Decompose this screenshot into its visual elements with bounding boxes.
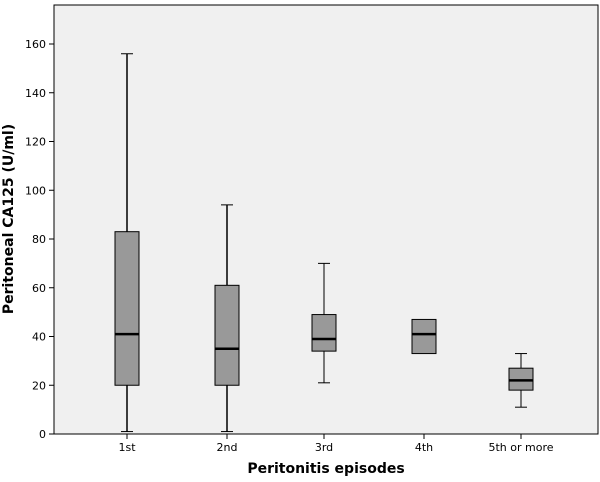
y-tick-label: 40 [32, 331, 46, 344]
y-tick-label: 100 [25, 184, 46, 197]
box-4 [411, 318, 437, 355]
x-tick-label: 5th or more [488, 441, 553, 454]
y-tick-label: 80 [32, 233, 46, 246]
box-3 [311, 262, 337, 384]
y-axis-title: Peritoneal CA125 (U/ml) [1, 124, 17, 314]
box-1 [114, 53, 140, 433]
x-tick-label: 1st [118, 441, 136, 454]
iqr-box [114, 231, 140, 386]
iqr-box [311, 314, 337, 352]
y-tick-label: 140 [25, 87, 46, 100]
y-tick-label: 160 [25, 38, 46, 51]
box-series [114, 53, 534, 433]
y-tick-label: 0 [39, 428, 46, 441]
y-tick-label: 60 [32, 282, 46, 295]
iqr-box [214, 284, 240, 386]
iqr-box [411, 318, 437, 355]
x-tick-label: 3rd [315, 441, 333, 454]
y-axis: 0 20 40 60 80 100 120 140 160 [25, 38, 54, 441]
x-tick-label: 2nd [217, 441, 238, 454]
y-tick-label: 120 [25, 136, 46, 149]
box-2 [214, 204, 240, 433]
y-tick-label: 20 [32, 379, 46, 392]
x-tick-label: 4th [415, 441, 433, 454]
x-axis: 1st 2nd 3rd 4th 5th or more [118, 434, 554, 454]
box-5 [508, 353, 534, 408]
plot-area [53, 4, 599, 435]
x-axis-title: Peritonitis episodes [247, 461, 404, 477]
